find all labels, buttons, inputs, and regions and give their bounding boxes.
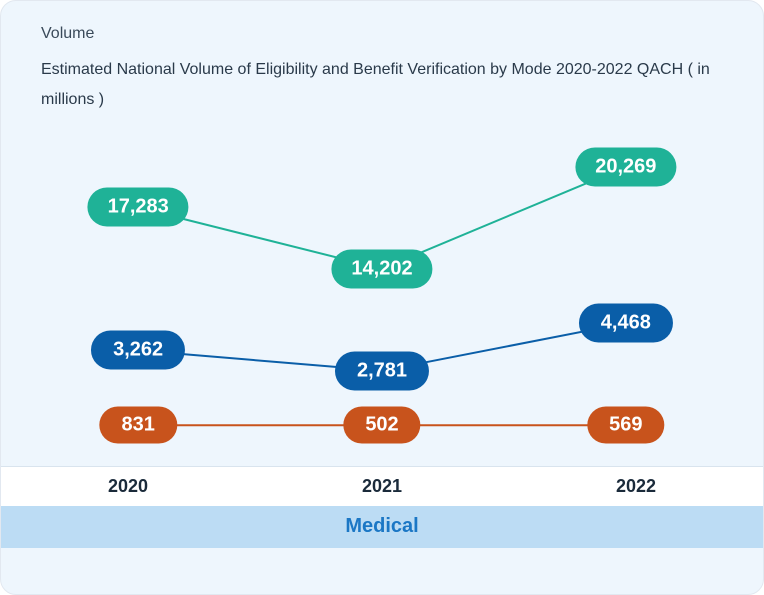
series-blue-value-pill: 3,262 — [91, 331, 185, 370]
series-orange-value-pill: 502 — [343, 406, 420, 443]
series-blue-value-pill: 4,468 — [579, 303, 673, 342]
chart-card: Volume Estimated National Volume of Elig… — [0, 0, 764, 595]
x-axis-label: 2020 — [1, 476, 255, 497]
series-orange-value-pill: 569 — [587, 406, 664, 443]
footer-band: Medical — [1, 506, 763, 548]
series-green-value-pill: 14,202 — [331, 249, 432, 288]
series-orange-value-pill: 831 — [99, 406, 176, 443]
footer-label: Medical — [345, 515, 418, 538]
series-green-value-pill: 17,283 — [88, 188, 189, 227]
series-green-value-pill: 20,269 — [575, 147, 676, 186]
x-axis-label: 2021 — [255, 476, 509, 497]
x-axis-label: 2022 — [509, 476, 763, 497]
chart-plot-area: 17,283 14,202 20,269 3,262 2,781 4,468 831 502 5… — [1, 126, 763, 466]
series-blue-value-pill: 2,781 — [335, 351, 429, 390]
chart-title: Estimated National Volume of Eligibility… — [41, 55, 723, 116]
x-axis-band: 2020 2021 2022 — [1, 466, 763, 506]
chart-header: Volume Estimated National Volume of Elig… — [1, 1, 763, 126]
volume-label: Volume — [41, 25, 723, 43]
